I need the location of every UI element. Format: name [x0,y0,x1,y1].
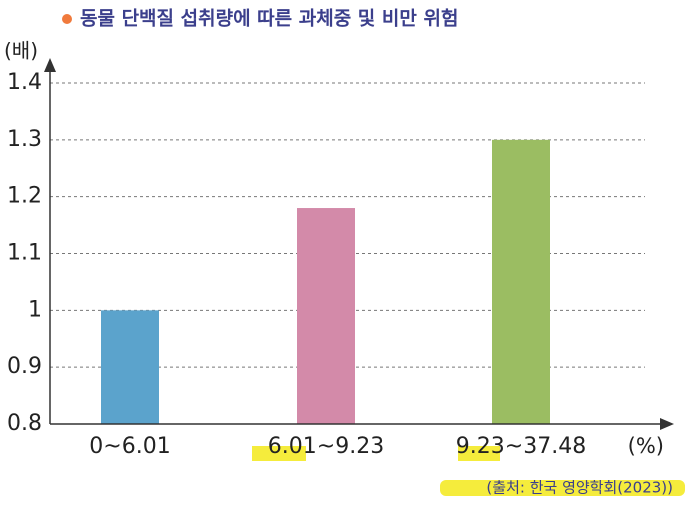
plot: 0.8 0.9 1 1.1 1.2 1.3 1.4 0~6.01 6.01~9.23 9.23~3… [7,70,645,459]
y-tick-label: 1.4 [7,70,42,95]
bar [492,139,550,425]
y-tick-label: 0.8 [7,411,42,436]
title-bullet [62,14,72,24]
chart-title: 동물 단백질 섭취량에 따른 과체중 및 비만 위험 [80,8,458,30]
y-axis-arrow [44,58,56,72]
highlight [458,446,500,461]
highlight [252,446,306,461]
y-tick-label: 0.9 [7,354,42,379]
y-tick-label: 1.2 [7,184,42,209]
y-tick-label: 1.3 [7,127,42,152]
y-axis-label: (배) [4,39,38,63]
x-axis-label: (%) [628,434,664,458]
x-tick-label: 6.01~9.23 [268,434,384,459]
x-axis-arrow [660,418,674,430]
x-tick-label: 0~6.01 [89,434,170,459]
bar [297,208,355,424]
bar [101,310,159,424]
highlight [440,480,685,496]
source: (출처: 한국 영양학회(2023)) [486,479,673,497]
y-tick-label: 1.1 [7,241,42,266]
y-tick-label: 1 [28,297,42,322]
x-tick-label: 9.23~37.48 [456,434,586,459]
